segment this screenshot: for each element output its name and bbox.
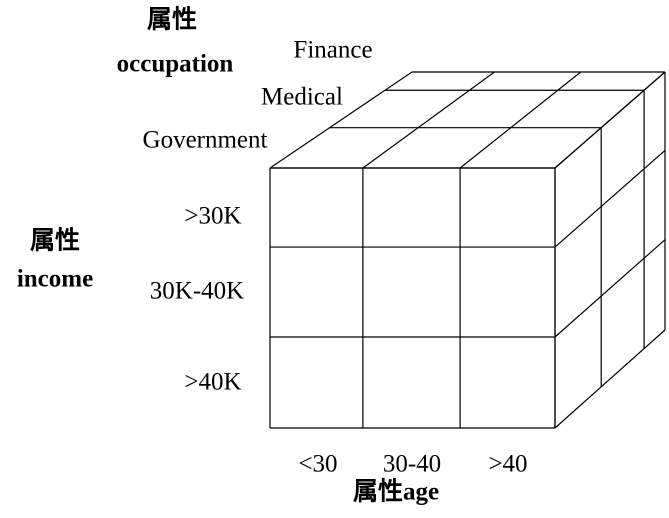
cube-edge <box>459 71 582 169</box>
occupation-value: Medical <box>261 84 343 111</box>
cube-edge <box>554 71 666 169</box>
age-title: 属性 <box>353 478 403 506</box>
age-value: <30 <box>298 451 337 478</box>
cube-edge <box>362 71 495 169</box>
income-value: >30K <box>184 203 241 230</box>
income-value: >40K <box>184 369 241 396</box>
age-value: 30-40 <box>383 451 441 478</box>
income-title: 属性 <box>30 227 80 255</box>
occupation-name: occupation <box>117 51 234 78</box>
occupation-value: Finance <box>293 37 372 64</box>
cube-edge <box>554 239 666 338</box>
cube-edge <box>554 329 666 429</box>
cube-edge <box>269 71 413 169</box>
age-name: age <box>403 479 439 506</box>
occupation-value: Government <box>143 127 268 154</box>
age-value: >40 <box>488 451 527 478</box>
income-name: income <box>17 266 93 293</box>
income-value: 30K-40K <box>150 278 244 305</box>
cube-edge <box>554 149 666 248</box>
occupation-title: 属性 <box>147 6 197 34</box>
